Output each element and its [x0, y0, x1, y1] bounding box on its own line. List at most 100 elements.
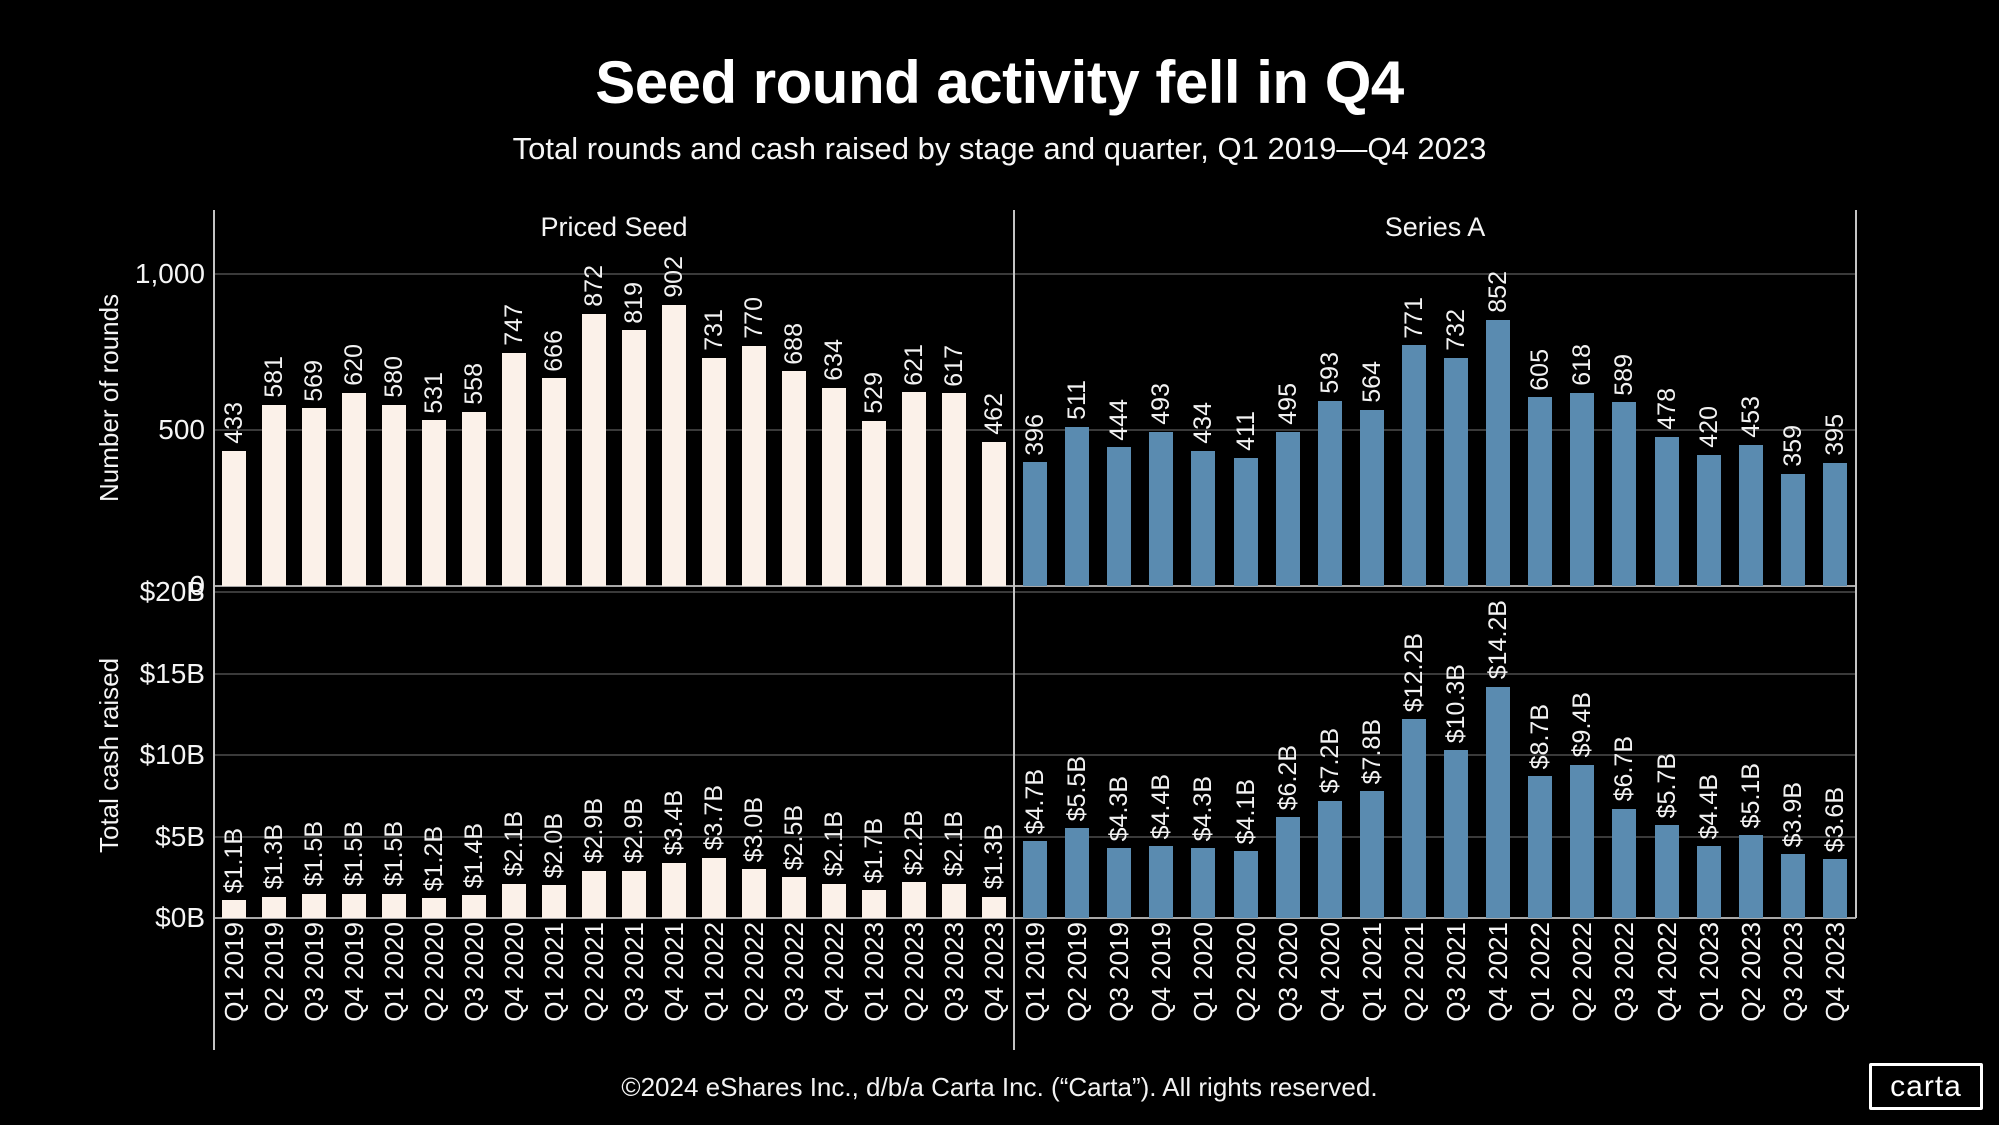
- bar-priced-seed: [702, 357, 726, 586]
- x-tick-label: Q4 2021: [659, 922, 689, 1022]
- bar-priced-seed: [342, 392, 366, 586]
- bar-value-label: 589: [1610, 353, 1639, 396]
- x-axis-baseline: [214, 917, 1856, 919]
- x-tick-label: Q4 2020: [499, 922, 529, 1022]
- bar-series-a: [1107, 847, 1132, 918]
- x-tick-label: Q3 2023: [1777, 922, 1808, 1022]
- bar-priced-seed: [502, 883, 526, 918]
- x-tick-label: Q4 2023: [1819, 922, 1850, 1022]
- bar-value-label: $1.3B: [260, 824, 288, 890]
- bar-value-label: $4.1B: [1231, 778, 1260, 845]
- carta-logo-text: carta: [1890, 1069, 1962, 1103]
- bar-value-label: $5.5B: [1063, 756, 1092, 822]
- bar-value-label: $2.9B: [620, 798, 648, 864]
- bar-value-label: 511: [1063, 379, 1092, 420]
- bar-series-a: [1065, 426, 1090, 586]
- bar-series-a: [1822, 859, 1847, 918]
- bar-series-a: [1401, 719, 1426, 918]
- bar-value-label: 902: [660, 255, 688, 298]
- bar-value-label: $14.2B: [1484, 600, 1513, 680]
- x-tick-label: Q2 2019: [259, 922, 289, 1022]
- copyright-text: ©2024 eShares Inc., d/b/a Carta Inc. (“C…: [621, 1072, 1378, 1102]
- bar-series-a: [1570, 764, 1595, 918]
- bar-series-a: [1570, 393, 1595, 586]
- bar-priced-seed: [222, 450, 246, 586]
- bar-priced-seed: [902, 882, 926, 918]
- chart-title: Seed round activity fell in Q4: [595, 49, 1404, 116]
- y-tick-label: $10B: [139, 739, 205, 770]
- bar-value-label: $1.1B: [220, 827, 248, 894]
- bar-value-label: 434: [1189, 401, 1218, 444]
- bar-series-a: [1317, 800, 1342, 918]
- bar-value-label: 580: [380, 356, 408, 399]
- bar-value-label: $4.4B: [1147, 773, 1176, 840]
- bar-value-label: 617: [940, 344, 968, 387]
- bar-value-label: 688: [780, 322, 808, 365]
- bar-value-label: 621: [900, 343, 928, 386]
- bar-series-a: [1654, 436, 1679, 586]
- panel-header-series-a: Series A: [1384, 212, 1486, 242]
- bar-series-a: [1359, 790, 1384, 918]
- bar-priced-seed: [422, 898, 446, 918]
- gridline: [214, 672, 1856, 675]
- bar-series-a: [1317, 400, 1342, 586]
- bar-series-a: [1233, 851, 1258, 918]
- bar-value-label: 531: [420, 371, 448, 414]
- bar-priced-seed: [542, 378, 566, 586]
- x-tick-label: Q1 2021: [539, 922, 569, 1022]
- x-tick-label: Q3 2022: [1609, 922, 1640, 1022]
- bar-priced-seed: [382, 893, 406, 918]
- bar-priced-seed: [662, 862, 686, 918]
- bar-value-label: 732: [1442, 308, 1471, 351]
- bar-value-label: 770: [740, 297, 768, 339]
- bar-value-label: 493: [1147, 383, 1176, 426]
- bar-value-label: $4.7B: [1021, 769, 1050, 835]
- x-tick-label: Q1 2020: [379, 922, 409, 1022]
- x-tick-label: Q1 2021: [1356, 922, 1387, 1022]
- x-tick-label: Q2 2020: [419, 922, 449, 1022]
- bar-value-label: 478: [1652, 388, 1681, 430]
- y-tick-label: $0B: [155, 902, 205, 933]
- x-tick-label: Q2 2021: [1398, 922, 1429, 1022]
- bar-value-label: $1.4B: [460, 822, 488, 889]
- bar-value-label: $1.7B: [860, 817, 888, 884]
- x-tick-label: Q3 2023: [939, 922, 969, 1022]
- bar-value-label: 529: [860, 372, 888, 414]
- x-tick-label: Q2 2022: [739, 922, 769, 1022]
- bar-value-label: 495: [1273, 382, 1302, 425]
- bar-value-label: 771: [1399, 296, 1428, 339]
- bar-value-label: 396: [1021, 413, 1050, 456]
- bar-series-a: [1738, 444, 1763, 586]
- x-tick-label: Q2 2019: [1062, 922, 1093, 1022]
- bar-value-label: $1.5B: [340, 821, 368, 887]
- bar-value-label: 444: [1105, 398, 1134, 441]
- bar-value-label: 558: [460, 363, 488, 405]
- x-tick-label: Q1 2020: [1188, 922, 1219, 1022]
- x-tick-label: Q4 2022: [819, 922, 849, 1022]
- bar-series-a: [1528, 776, 1553, 918]
- bar-value-label: 569: [300, 359, 328, 402]
- bar-priced-seed: [622, 330, 646, 586]
- bar-value-label: 411: [1231, 410, 1260, 451]
- bar-priced-seed: [662, 304, 686, 586]
- bar-series-a: [1359, 410, 1384, 586]
- bar-series-a: [1696, 846, 1721, 918]
- gridline: [214, 754, 1856, 756]
- bar-value-label: 747: [500, 304, 528, 346]
- gridline: [214, 835, 1856, 838]
- carta-logo: carta: [1869, 1063, 1983, 1110]
- bar-value-label: $7.8B: [1357, 718, 1386, 784]
- bar-value-label: $2.1B: [940, 811, 968, 877]
- y-tick-label: $20B: [139, 576, 205, 607]
- bar-series-a: [1401, 345, 1426, 586]
- bar-value-label: $2.9B: [580, 798, 608, 864]
- x-tick-label: Q4 2019: [339, 922, 369, 1022]
- bar-value-label: $3.7B: [700, 785, 728, 851]
- bar-priced-seed: [942, 883, 966, 918]
- bar-series-a: [1780, 473, 1805, 586]
- x-tick-label: Q3 2019: [1104, 922, 1135, 1022]
- x-tick-label: Q3 2019: [299, 922, 329, 1022]
- bar-value-label: 731: [700, 309, 728, 351]
- bar-series-a: [1023, 462, 1048, 586]
- x-tick-label: Q3 2020: [1272, 922, 1303, 1022]
